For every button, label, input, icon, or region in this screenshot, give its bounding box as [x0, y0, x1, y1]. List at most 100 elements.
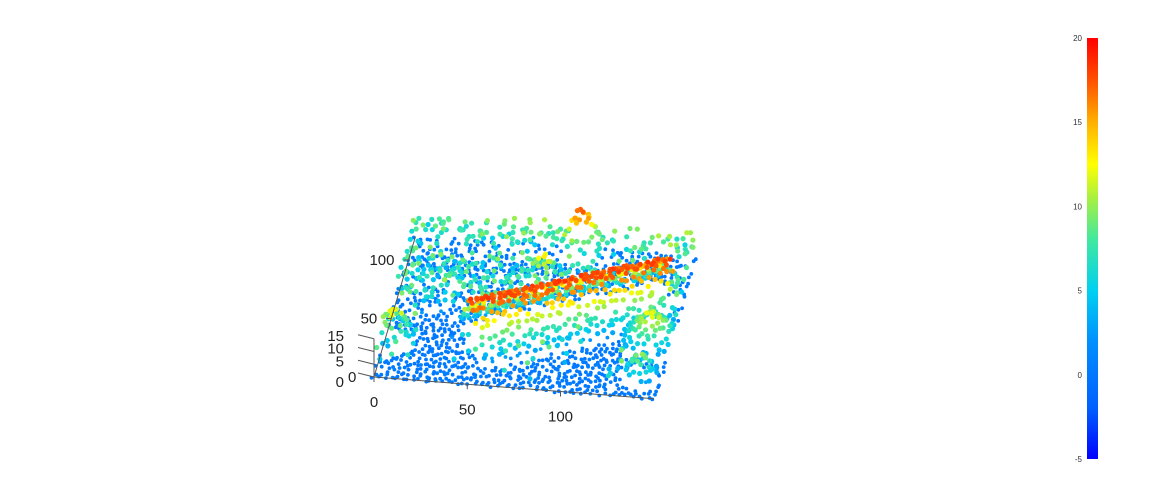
data-point: [511, 293, 518, 299]
data-point: [668, 264, 673, 269]
data-point: [416, 376, 420, 381]
data-point: [494, 373, 499, 377]
data-point: [660, 317, 666, 323]
data-point: [642, 319, 648, 325]
data-point: [554, 244, 559, 249]
data-point: [611, 287, 618, 293]
data-point: [391, 334, 397, 340]
data-point: [518, 381, 523, 386]
z-tick-label: 5: [336, 353, 344, 370]
data-point: [412, 295, 417, 300]
data-point: [629, 358, 635, 364]
data-point: [470, 233, 476, 239]
data-point: [595, 331, 601, 337]
data-point: [479, 264, 485, 270]
data-point: [521, 368, 525, 373]
data-point: [576, 217, 583, 223]
data-point: [443, 372, 447, 377]
data-point: [675, 280, 681, 286]
data-point: [563, 270, 569, 276]
data-point: [586, 278, 592, 284]
data-point: [584, 350, 589, 355]
data-point: [438, 251, 444, 258]
data-point: [616, 287, 622, 293]
data-point: [627, 334, 633, 341]
data-point: [477, 275, 482, 280]
data-point: [438, 369, 443, 373]
data-point: [587, 288, 593, 294]
data-point: [634, 392, 638, 396]
data-point: [578, 338, 584, 344]
data-point: [472, 277, 478, 283]
data-point: [578, 391, 583, 396]
data-point: [428, 238, 433, 242]
data-point: [419, 324, 424, 329]
data-point: [422, 282, 426, 287]
data-point: [556, 376, 561, 381]
data-point: [442, 277, 448, 283]
data-point: [598, 378, 602, 383]
data-point: [530, 335, 537, 341]
data-point: [583, 326, 589, 333]
data-point: [638, 296, 645, 302]
data-point: [521, 230, 527, 236]
data-point: [544, 290, 550, 296]
data-point: [578, 292, 584, 298]
data-point: [432, 223, 439, 229]
data-point: [611, 346, 615, 351]
data-point: [395, 273, 401, 279]
data-point: [619, 365, 624, 370]
data-point: [609, 274, 616, 280]
data-point: [474, 239, 481, 245]
data-point: [444, 376, 449, 381]
data-point: [418, 373, 423, 378]
data-point: [590, 258, 596, 264]
data-point: [450, 324, 455, 328]
data-point: [465, 376, 469, 381]
data-point: [603, 349, 608, 354]
data-point: [506, 248, 511, 252]
data-point: [502, 262, 507, 267]
data-point: [550, 305, 556, 311]
data-point: [462, 306, 468, 312]
data-point: [562, 278, 568, 284]
data-point: [416, 215, 422, 221]
data-point: [608, 298, 615, 304]
data-point: [605, 373, 611, 379]
data-point: [421, 266, 427, 272]
data-point: [633, 352, 639, 358]
data-point: [484, 269, 490, 275]
data-point: [625, 361, 631, 367]
data-point: [472, 320, 479, 326]
data-point: [422, 287, 428, 293]
data-point: [447, 359, 451, 364]
data-point: [521, 341, 527, 347]
data-point: [407, 236, 413, 242]
data-point: [578, 284, 584, 291]
data-point: [465, 263, 472, 270]
data-point: [545, 294, 552, 300]
data-point: [532, 273, 538, 279]
data-point: [463, 241, 469, 247]
data-point: [647, 358, 653, 364]
data-point: [452, 338, 457, 342]
data-point: [467, 246, 472, 251]
data-point: [656, 315, 662, 321]
data-point: [510, 229, 516, 236]
data-point: [394, 291, 399, 296]
data-point: [504, 373, 509, 378]
data-point: [557, 263, 563, 269]
data-point: [539, 292, 545, 298]
data-point: [559, 249, 563, 254]
data-point: [636, 254, 641, 259]
data-point: [646, 392, 651, 396]
data-point: [504, 274, 510, 281]
data-point: [397, 323, 403, 329]
data-point: [504, 327, 510, 333]
data-point: [682, 251, 688, 257]
data-point: [551, 260, 557, 266]
data-point: [510, 303, 516, 309]
data-point: [481, 355, 487, 361]
data-point: [611, 251, 617, 257]
data-point: [530, 298, 537, 304]
